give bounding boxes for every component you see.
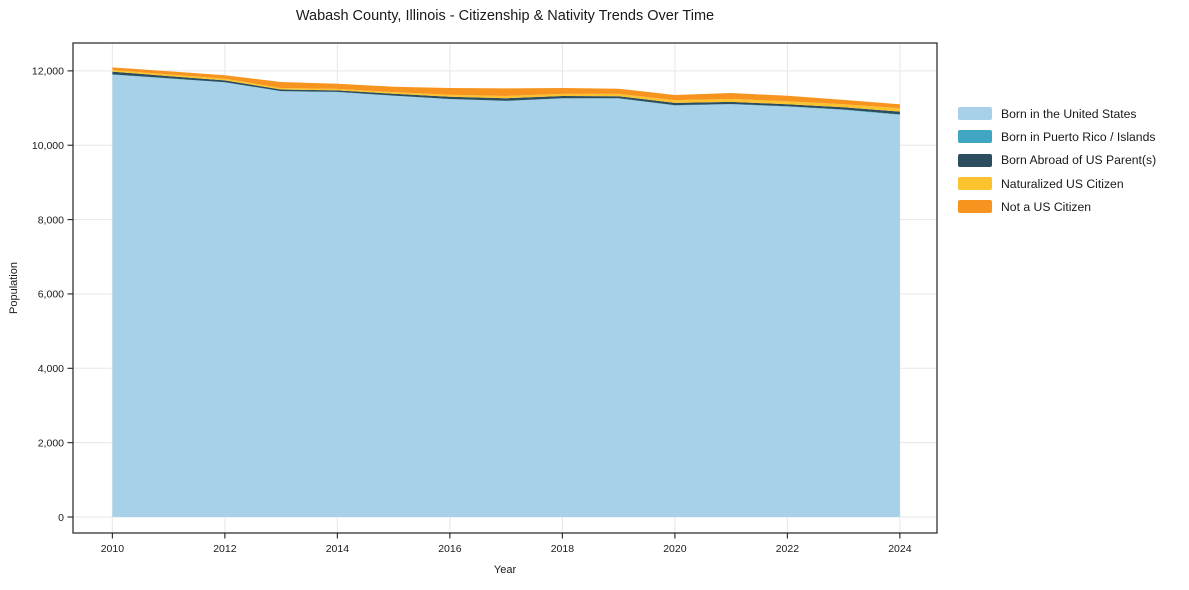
x-tick-label: 2022 [776,543,800,555]
legend-label: Born in the United States [1001,106,1137,121]
legend-item-naturalized: Naturalized US Citizen [958,172,1156,195]
y-tick-label: 2,000 [38,437,64,449]
x-tick-label: 2010 [101,543,125,555]
x-tick-label: 2018 [551,543,575,555]
legend-item-born-abroad: Born Abroad of US Parent(s) [958,149,1156,172]
y-tick-label: 8,000 [38,214,64,226]
y-tick-label: 10,000 [32,140,64,152]
legend-label: Naturalized US Citizen [1001,176,1124,191]
x-axis-label: Year [494,564,517,576]
area-series-naturalized-us-citizen [112,70,900,112]
x-tick-label: 2024 [888,543,912,555]
x-tick-label: 2014 [326,543,350,555]
legend-label: Not a US Citizen [1001,199,1092,214]
area-series-not-a-us-citizen [112,67,900,109]
legend-item-born-us: Born in the United States [958,102,1156,125]
y-tick-label: 6,000 [38,289,64,301]
area-series-born-in-the-united-states [112,74,900,517]
y-tick-label: 0 [58,512,64,524]
legend: Born in the United States Born in Puerto… [958,102,1156,218]
legend-swatch-puerto-rico [958,130,992,144]
y-tick-label: 4,000 [38,363,64,375]
y-axis-label: Population [8,262,20,314]
x-tick-label: 2020 [663,543,687,555]
legend-label: Born in Puerto Rico / Islands [1001,129,1156,144]
legend-swatch-naturalized [958,177,992,191]
legend-label: Born Abroad of US Parent(s) [1001,153,1157,168]
chart-title: Wabash County, Illinois - Citizenship & … [295,8,715,24]
plot-border [72,42,938,534]
area-series-born-abroad-of-us-parent-s- [112,71,900,115]
y-tick-label: 12,000 [32,66,64,78]
legend-swatch-not-citizen [958,200,992,214]
area-series-born-in-puerto-rico-islands [112,74,900,115]
legend-item-not-citizen: Not a US Citizen [958,195,1156,218]
x-tick-label: 2012 [213,543,237,555]
x-tick-label: 2016 [438,543,462,555]
legend-swatch-born-abroad [958,153,992,167]
legend-item-puerto-rico: Born in Puerto Rico / Islands [958,125,1156,148]
legend-swatch-born-us [958,107,992,121]
